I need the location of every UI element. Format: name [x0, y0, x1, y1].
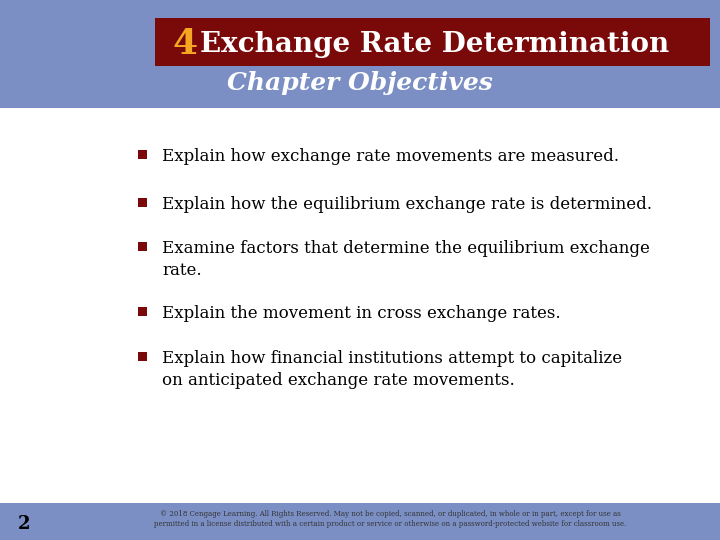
Bar [138, 307, 147, 316]
Text: © 2018 Cengage Learning. All Rights Reserved. May not be copied, scanned, or dup: © 2018 Cengage Learning. All Rights Rese… [154, 510, 626, 529]
Text: Explain how financial institutions attempt to capitalize
on anticipated exchange: Explain how financial institutions attem… [162, 350, 622, 389]
Text: 4: 4 [172, 27, 197, 61]
Bar [138, 198, 147, 207]
Bar [138, 150, 147, 159]
Text: Explain the movement in cross exchange rates.: Explain the movement in cross exchange r… [162, 305, 561, 322]
Text: Exchange Rate Determination: Exchange Rate Determination [200, 30, 670, 57]
Text: 2: 2 [18, 515, 30, 533]
Text: Examine factors that determine the equilibrium exchange
rate.: Examine factors that determine the equil… [162, 240, 650, 279]
Bar [155, 18, 710, 66]
Text: Explain how the equilibrium exchange rate is determined.: Explain how the equilibrium exchange rat… [162, 196, 652, 213]
Text: Chapter Objectives: Chapter Objectives [227, 71, 493, 95]
Bar [0, 108, 720, 503]
Text: Explain how exchange rate movements are measured.: Explain how exchange rate movements are … [162, 148, 619, 165]
Bar [138, 352, 147, 361]
Bar [138, 242, 147, 251]
